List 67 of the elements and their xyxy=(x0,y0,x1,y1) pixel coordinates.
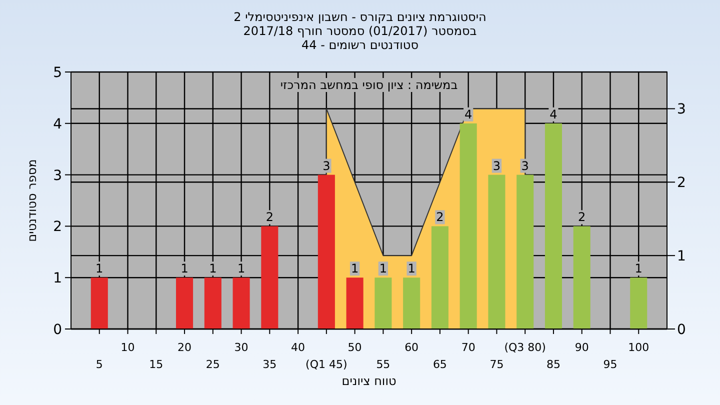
data-label: 1 xyxy=(408,262,416,276)
data-label: 2 xyxy=(266,210,274,224)
y-tick-label: 5 xyxy=(53,65,62,81)
data-label: 2 xyxy=(436,210,444,224)
x-tick-label: 65 xyxy=(432,358,447,371)
data-label: 1 xyxy=(96,262,104,276)
x-tick-label: (Q3 80) xyxy=(504,341,546,354)
bar xyxy=(346,278,364,329)
bar xyxy=(176,278,194,329)
data-label: 3 xyxy=(492,158,501,173)
bar xyxy=(460,123,477,329)
x-tick-label: 75 xyxy=(490,358,504,371)
x-tick-label: 85 xyxy=(546,358,560,371)
data-label: 1 xyxy=(350,262,359,276)
chart-title: היסטוגרמת ציונים בקורס - חשבון אינפיניטסימלי 2 xyxy=(234,10,486,24)
bar xyxy=(204,278,222,329)
bar xyxy=(232,278,250,329)
data-label: 1 xyxy=(634,262,642,276)
bar xyxy=(261,226,278,329)
bar xyxy=(573,226,590,329)
x-tick-label: 40 xyxy=(291,341,306,354)
chart-subtitle: בסמסטר (01/2017) סמסטר חורף 2017/18 סטודנטים רשומים - 44 xyxy=(243,24,477,52)
x-tick-label: 25 xyxy=(206,358,220,371)
bar xyxy=(488,174,506,329)
data-label: 1 xyxy=(237,262,246,276)
y2-tick-label: 3 xyxy=(677,102,686,118)
bar xyxy=(431,226,448,329)
bar xyxy=(374,278,392,329)
y-tick-label: 3 xyxy=(53,168,62,184)
data-label: 1 xyxy=(209,262,217,276)
y2-tick-label: 0 xyxy=(677,322,686,338)
bar xyxy=(90,278,108,329)
y2-tick-label: 1 xyxy=(677,248,686,265)
x-tick-label: 100 xyxy=(628,341,650,354)
x-tick-label: 70 xyxy=(461,341,476,354)
bar xyxy=(403,278,420,329)
x-tick-label: (Q1 45) xyxy=(306,358,348,371)
bar xyxy=(516,174,534,329)
data-label: 3 xyxy=(521,158,529,173)
data-label: 2 xyxy=(578,210,586,224)
data-label: 4 xyxy=(464,107,472,122)
x-tick-label: 10 xyxy=(120,341,135,354)
x-axis-title: טווח ציונים xyxy=(342,374,396,388)
bar xyxy=(318,174,335,329)
annotation: במשימה : ציון סופי במחשב המרכזי xyxy=(280,78,458,92)
y-tick-label: 2 xyxy=(53,219,62,236)
x-tick-label: 5 xyxy=(96,358,103,371)
x-tick-label: 90 xyxy=(574,341,589,354)
x-tick-label: 20 xyxy=(178,341,192,354)
data-label: 1 xyxy=(379,262,388,276)
x-tick-label: 60 xyxy=(404,341,419,354)
y-axis-title: מספר סטודנטים xyxy=(25,159,39,242)
data-label: 1 xyxy=(180,262,188,276)
y-tick-label: 4 xyxy=(53,116,62,132)
bar xyxy=(630,278,648,329)
x-tick-label: 30 xyxy=(234,341,248,354)
data-label: 3 xyxy=(322,158,330,173)
y2-tick-label: 2 xyxy=(677,175,686,192)
bar xyxy=(544,123,562,329)
y-tick-label: 1 xyxy=(53,270,62,287)
x-tick-label: 95 xyxy=(603,358,618,371)
x-tick-label: 55 xyxy=(376,358,390,371)
y-tick-label: 0 xyxy=(53,322,62,338)
x-tick-label: 50 xyxy=(348,341,362,354)
data-label: 4 xyxy=(550,107,558,122)
x-tick-label: 15 xyxy=(149,358,164,371)
x-tick-label: 35 xyxy=(262,358,277,371)
